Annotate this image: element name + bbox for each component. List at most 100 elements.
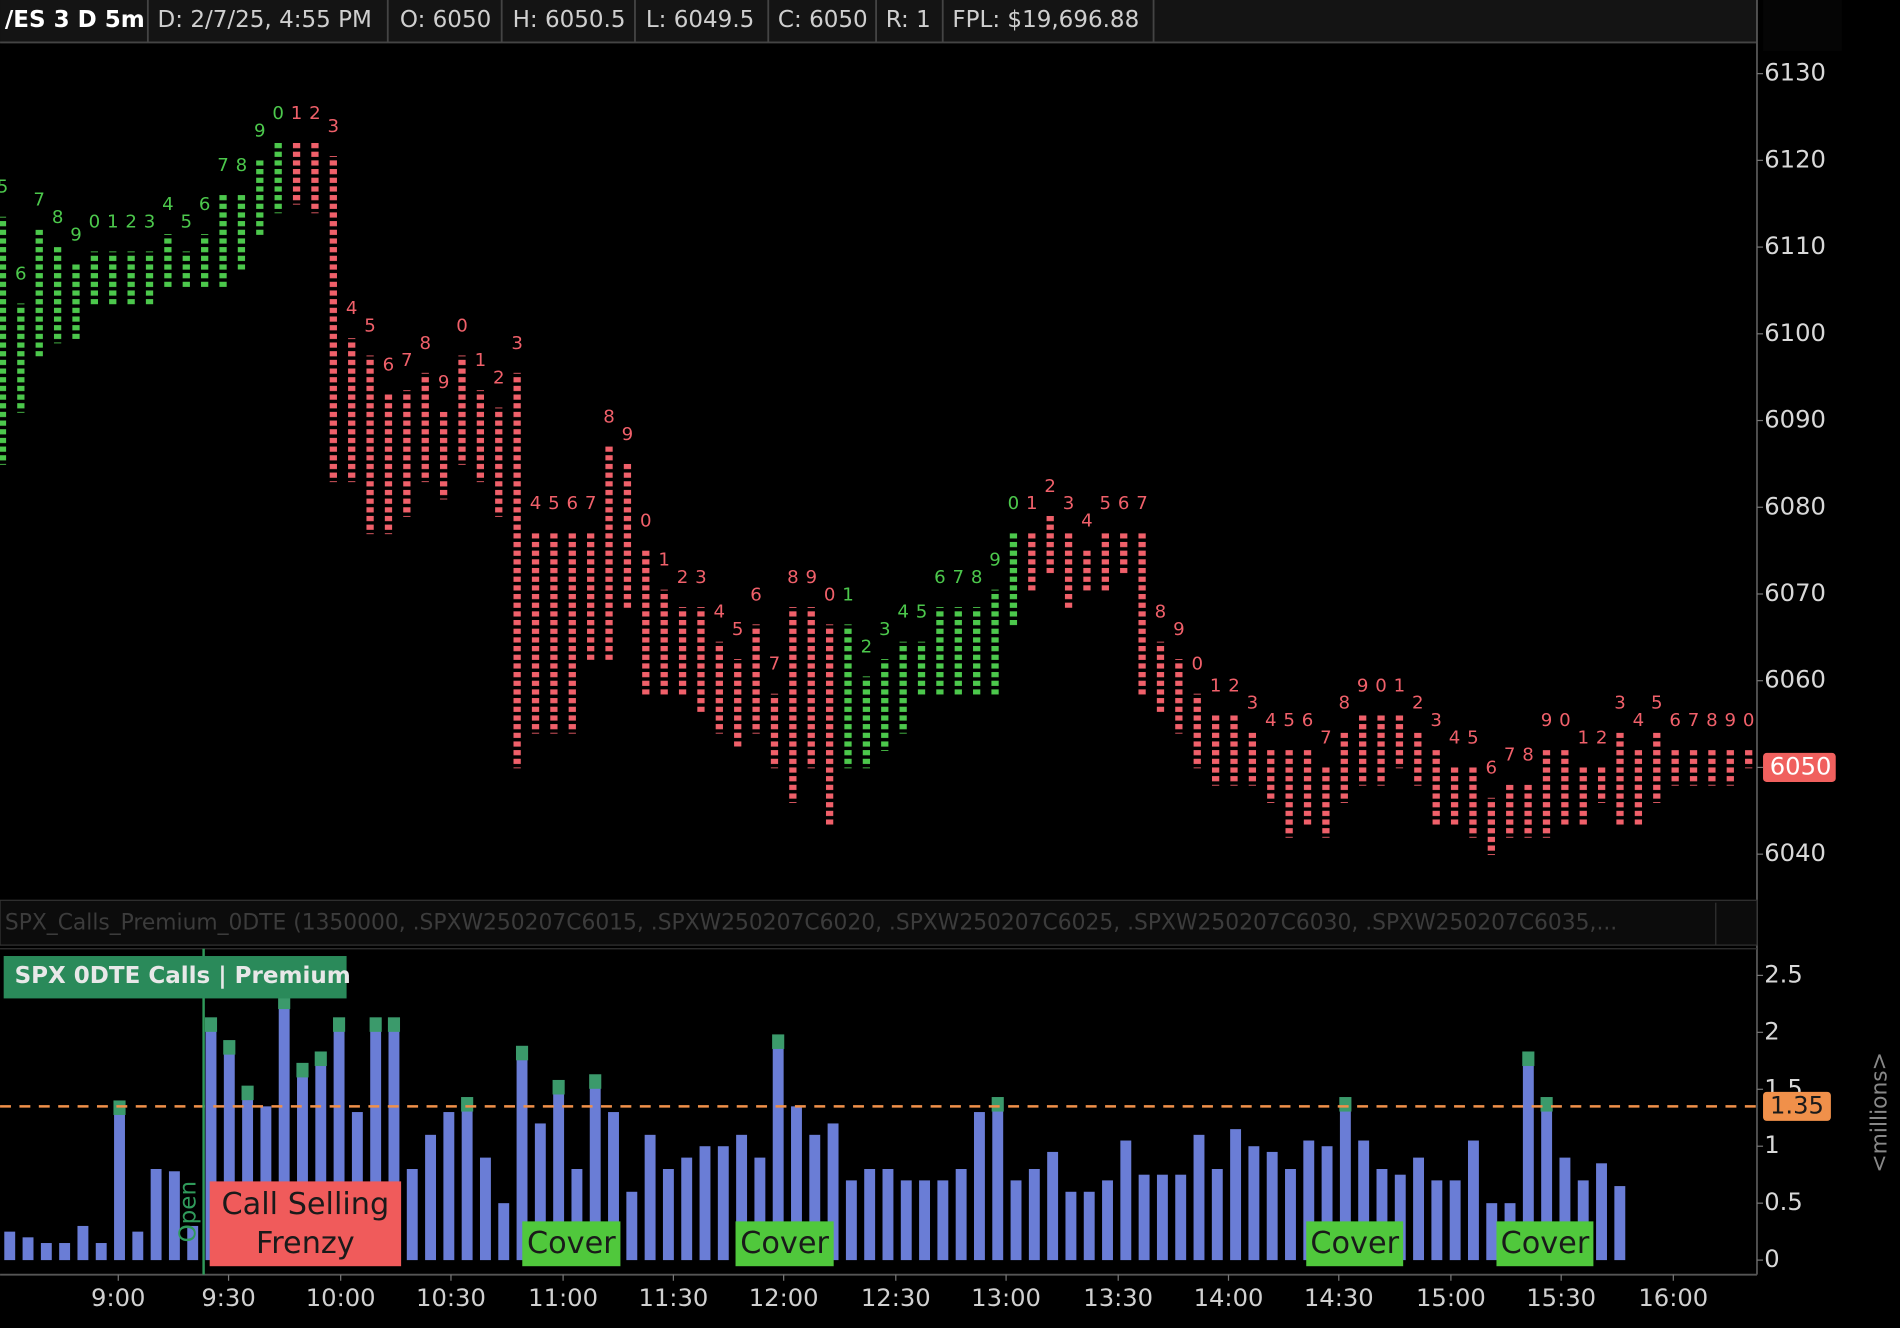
x-tick-label: 13:30 bbox=[1083, 1284, 1153, 1312]
pane-title: SPX 0DTE Calls | Premium bbox=[15, 963, 351, 989]
tpo-letter: 1 bbox=[475, 350, 487, 371]
premium-bar bbox=[132, 1231, 144, 1261]
tpo-column bbox=[1616, 732, 1624, 825]
tpo-letter: 1 bbox=[658, 550, 670, 571]
tpo-column bbox=[1193, 693, 1201, 769]
premium-bar bbox=[1083, 1191, 1095, 1261]
tpo-letter: 0 bbox=[89, 211, 101, 232]
tpo-column bbox=[1450, 767, 1459, 825]
x-tick-label: 15:30 bbox=[1526, 1284, 1596, 1312]
study-row bbox=[0, 899, 1758, 946]
tpo-column bbox=[752, 624, 760, 734]
annotation-box bbox=[522, 1221, 621, 1267]
reference-box bbox=[1763, 1091, 1831, 1121]
y-tick-label: 6040 bbox=[1764, 839, 1826, 867]
premium-bar bbox=[1394, 1174, 1406, 1261]
tpo-letter: 6 bbox=[1486, 758, 1498, 779]
tpo-column bbox=[1561, 750, 1569, 825]
tpo-letter: 5 bbox=[916, 602, 928, 623]
tpo-letter: 4 bbox=[1633, 710, 1645, 731]
tpo-letter: 5 bbox=[1651, 693, 1663, 714]
y-tick-label: 2.5 bbox=[1764, 960, 1803, 988]
y-tick-label: 2 bbox=[1764, 1017, 1779, 1045]
tpo-column bbox=[973, 606, 981, 695]
premium-bar bbox=[315, 1055, 327, 1261]
premium-bar bbox=[1266, 1151, 1278, 1261]
tpo-column bbox=[1579, 767, 1587, 825]
tpo-column bbox=[1487, 797, 1495, 856]
x-tick-label: 14:00 bbox=[1194, 1284, 1264, 1312]
tpo-letter: 8 bbox=[1155, 602, 1167, 623]
tpo-column bbox=[1120, 533, 1128, 574]
premium-bar bbox=[717, 1146, 729, 1261]
tpo-letter: 1 bbox=[1210, 675, 1222, 696]
last-price-box bbox=[1763, 752, 1836, 782]
premium-bar bbox=[1522, 1055, 1534, 1261]
premium-bar bbox=[571, 1169, 583, 1261]
premium-bar bbox=[1028, 1169, 1040, 1261]
tpo-letter: 6 bbox=[567, 493, 579, 514]
tpo-column bbox=[384, 394, 393, 535]
tpo-letter: 2 bbox=[1044, 476, 1056, 497]
tpo-letter: 9 bbox=[805, 567, 817, 588]
premium-bar bbox=[1358, 1140, 1370, 1261]
y-unit: <millions> bbox=[1868, 1052, 1893, 1173]
tpo-letter: 2 bbox=[309, 103, 321, 124]
tpo-column bbox=[697, 606, 705, 712]
tpo-letter: 2 bbox=[493, 367, 505, 388]
study-description: SPX_Calls_Premium_0DTE (1350000, .SPXW25… bbox=[5, 910, 1617, 935]
premium-bar bbox=[1577, 1180, 1589, 1261]
premium-bar bbox=[1596, 1163, 1607, 1261]
tpo-letter: 8 bbox=[52, 207, 64, 228]
tpo-column bbox=[1064, 533, 1073, 608]
premium-bar bbox=[4, 1231, 16, 1261]
tpo-column bbox=[807, 606, 815, 769]
premium-bar bbox=[809, 1134, 821, 1261]
tpo-letter: 5 bbox=[1100, 493, 1112, 514]
tpo-letter: 8 bbox=[1339, 693, 1351, 714]
tpo-column bbox=[35, 229, 43, 357]
tpo-column bbox=[1524, 784, 1532, 838]
tpo-column bbox=[1156, 641, 1165, 712]
premium-bar bbox=[1175, 1174, 1187, 1261]
premium-highlight bbox=[333, 1017, 346, 1032]
tpo-letter: 0 bbox=[272, 103, 284, 124]
tpo-letter: 0 bbox=[1191, 654, 1203, 675]
tpo-column bbox=[1597, 767, 1606, 803]
x-tick-label: 9:30 bbox=[201, 1284, 255, 1312]
premium-highlight bbox=[369, 1017, 382, 1032]
tpo-letter: 6 bbox=[15, 263, 27, 284]
x-tick-label: 9:00 bbox=[91, 1284, 145, 1312]
header-item: C: 6050 bbox=[778, 7, 868, 33]
premium-highlight bbox=[772, 1034, 785, 1049]
premium-bar bbox=[1431, 1180, 1443, 1261]
premium-bar bbox=[626, 1191, 638, 1261]
tpo-column bbox=[1322, 767, 1330, 838]
tpo-letter: 0 bbox=[1743, 710, 1755, 731]
premium-bar bbox=[1138, 1174, 1150, 1261]
header-item: H: 6050.5 bbox=[513, 7, 626, 33]
tpo-column bbox=[495, 407, 503, 517]
premium-highlight bbox=[461, 1097, 474, 1112]
premium-bar bbox=[754, 1157, 766, 1261]
annotation-text: Call Selling Frenzy bbox=[221, 1185, 390, 1261]
tpo-letter: 4 bbox=[1449, 727, 1461, 748]
premium-bar bbox=[1102, 1180, 1113, 1261]
tpo-column bbox=[145, 251, 154, 305]
tpo-letter: 3 bbox=[144, 211, 156, 232]
tpo-column bbox=[587, 533, 595, 660]
tpo-column bbox=[1083, 550, 1091, 591]
y-tick-label: 6120 bbox=[1764, 145, 1826, 173]
tpo-column bbox=[550, 533, 558, 734]
tpo-letter: 5 bbox=[0, 177, 8, 198]
tpo-letter: 9 bbox=[1541, 710, 1553, 731]
tpo-column bbox=[403, 390, 411, 517]
tpo-column bbox=[348, 338, 356, 483]
tpo-letter: 2 bbox=[1412, 693, 1424, 714]
premium-bar bbox=[955, 1169, 967, 1261]
tpo-column bbox=[1101, 533, 1109, 591]
tpo-column bbox=[605, 446, 613, 660]
tpo-column bbox=[1671, 750, 1679, 786]
tpo-letter: 3 bbox=[511, 333, 523, 354]
